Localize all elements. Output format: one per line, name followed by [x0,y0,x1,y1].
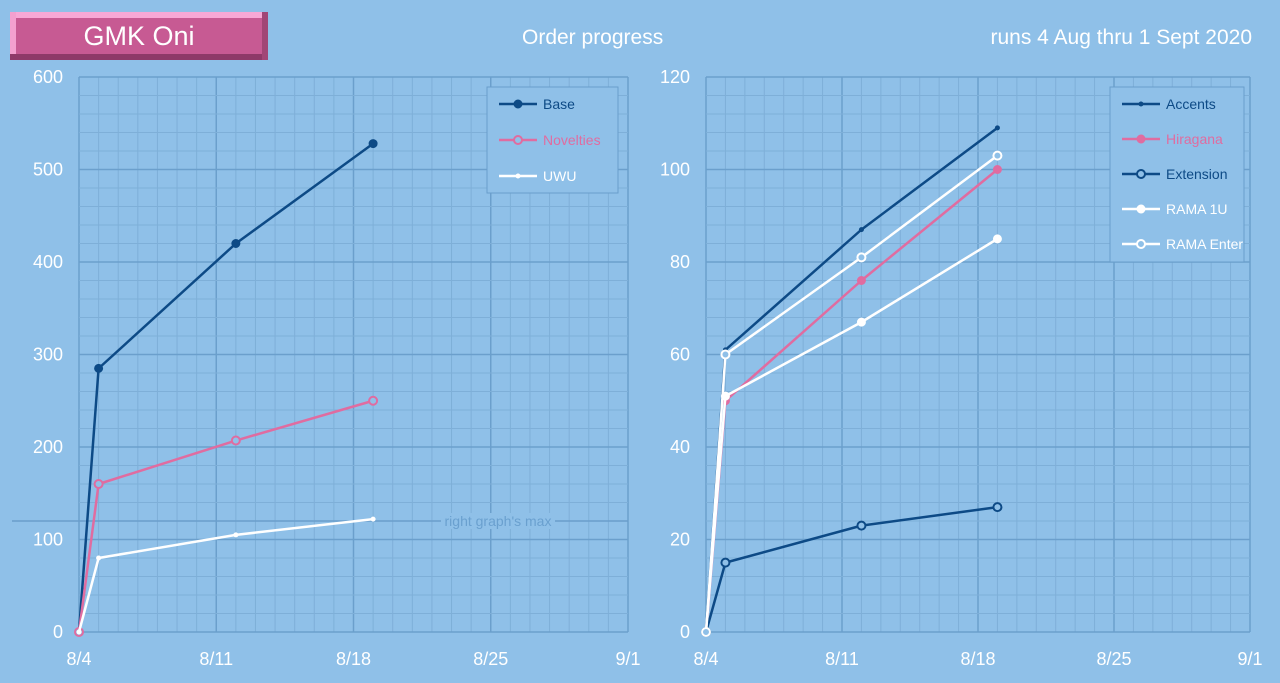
data-point [513,99,523,109]
legend-label: Extension [1166,166,1227,182]
y-tick-label: 100 [660,160,690,180]
annotation-label: right graph's max [445,513,552,529]
legend-item: UWU [499,168,576,184]
title-badge: GMK Oni [10,12,268,60]
data-point [1136,204,1146,214]
data-point [992,165,1002,174]
series-rama-enter [701,150,1003,637]
subtitle-center: Order progress [522,26,664,49]
series-uwu [76,516,376,635]
data-point [701,627,711,637]
x-tick-label: 8/4 [66,649,91,669]
legend: Base Novelties UWU [486,86,619,194]
data-point [231,239,241,248]
data-point [368,395,379,406]
legend-item: Extension [1122,166,1227,182]
data-point [96,555,102,561]
data-point [515,173,521,179]
data-point [720,557,731,568]
y-tick-label: 100 [33,530,63,550]
legend-item: Base [499,96,575,112]
y-tick-label: 200 [33,437,63,457]
y-tick-label: 0 [680,622,690,642]
legend: Accents Hiragana Extension RAMA 1U RAMA Ente… [1109,86,1245,263]
legend-label: RAMA 1U [1166,201,1227,217]
y-tick-label: 40 [670,437,690,457]
legend-item: Accents [1122,96,1216,112]
series-line [77,517,374,633]
legend-label: RAMA Enter [1166,236,1243,252]
x-tick-label: 8/25 [473,649,508,669]
data-point [1136,169,1146,179]
y-tick-label: 60 [670,345,690,365]
data-point [370,516,376,522]
legend-item: Novelties [499,132,601,148]
x-tick-label: 8/11 [825,649,859,669]
y-tick-label: 500 [33,160,63,180]
series-line [704,154,999,633]
x-tick-label: 9/1 [1237,649,1262,669]
series-line [704,237,999,633]
series-line [77,399,374,633]
series-hiragana [701,165,1002,637]
legend-label: Hiragana [1166,131,1223,147]
y-tick-label: 300 [33,345,63,365]
subtitle-right: runs 4 Aug thru 1 Sept 2020 [990,26,1252,49]
series-novelties [74,395,379,637]
data-point [992,150,1003,161]
legend-label: Accents [1166,96,1216,112]
data-point [93,479,104,489]
x-tick-label: 8/25 [1096,649,1131,669]
legend-label: UWU [543,168,576,184]
data-point [230,435,241,446]
x-tick-label: 9/1 [615,649,640,669]
series-line [77,142,374,633]
x-tick-label: 8/11 [199,649,233,669]
y-tick-label: 20 [670,530,690,550]
legend-item: RAMA 1U [1122,201,1227,217]
chart-1: 0 100 200 300 400 500 600 8/4 8/11 8/18 8/25 9/1 rig… [12,67,641,669]
chart-title: GMK Oni [16,18,262,54]
series-base [74,139,378,637]
y-tick-label: 120 [660,67,690,87]
data-point [856,520,867,531]
x-tick-label: 8/18 [336,649,371,669]
series-extension [701,502,1003,637]
series-line [704,505,998,633]
gridlines [705,76,1251,633]
data-point [76,629,82,635]
x-tick-label: 8/4 [693,649,718,669]
chart-2: 0 20 40 60 80 100 120 8/4 8/11 8/18 8/25 9/1 Accents… [660,67,1263,669]
data-point [858,227,864,233]
data-point [1136,134,1146,144]
data-point [856,317,866,327]
data-point [994,125,1000,131]
legend-item: RAMA Enter [1122,236,1243,252]
data-point [94,363,104,373]
data-point [368,139,378,149]
data-point [233,532,239,538]
data-point [992,502,1003,513]
data-point [992,234,1002,244]
y-tick-label: 80 [670,252,690,272]
legend-label: Novelties [543,132,601,148]
data-point [856,252,867,263]
data-point [720,349,731,360]
x-tick-label: 8/18 [960,649,995,669]
data-point [1138,101,1144,107]
y-tick-label: 0 [53,622,63,642]
annotation-bg [441,513,555,529]
data-point [856,276,866,285]
legend-label: Base [543,96,575,112]
series-rama-1u [701,234,1002,637]
y-tick-label: 600 [33,67,63,87]
y-tick-label: 400 [33,252,63,272]
data-point [1136,239,1146,249]
legend-item: Hiragana [1122,131,1223,147]
data-point [513,135,523,145]
